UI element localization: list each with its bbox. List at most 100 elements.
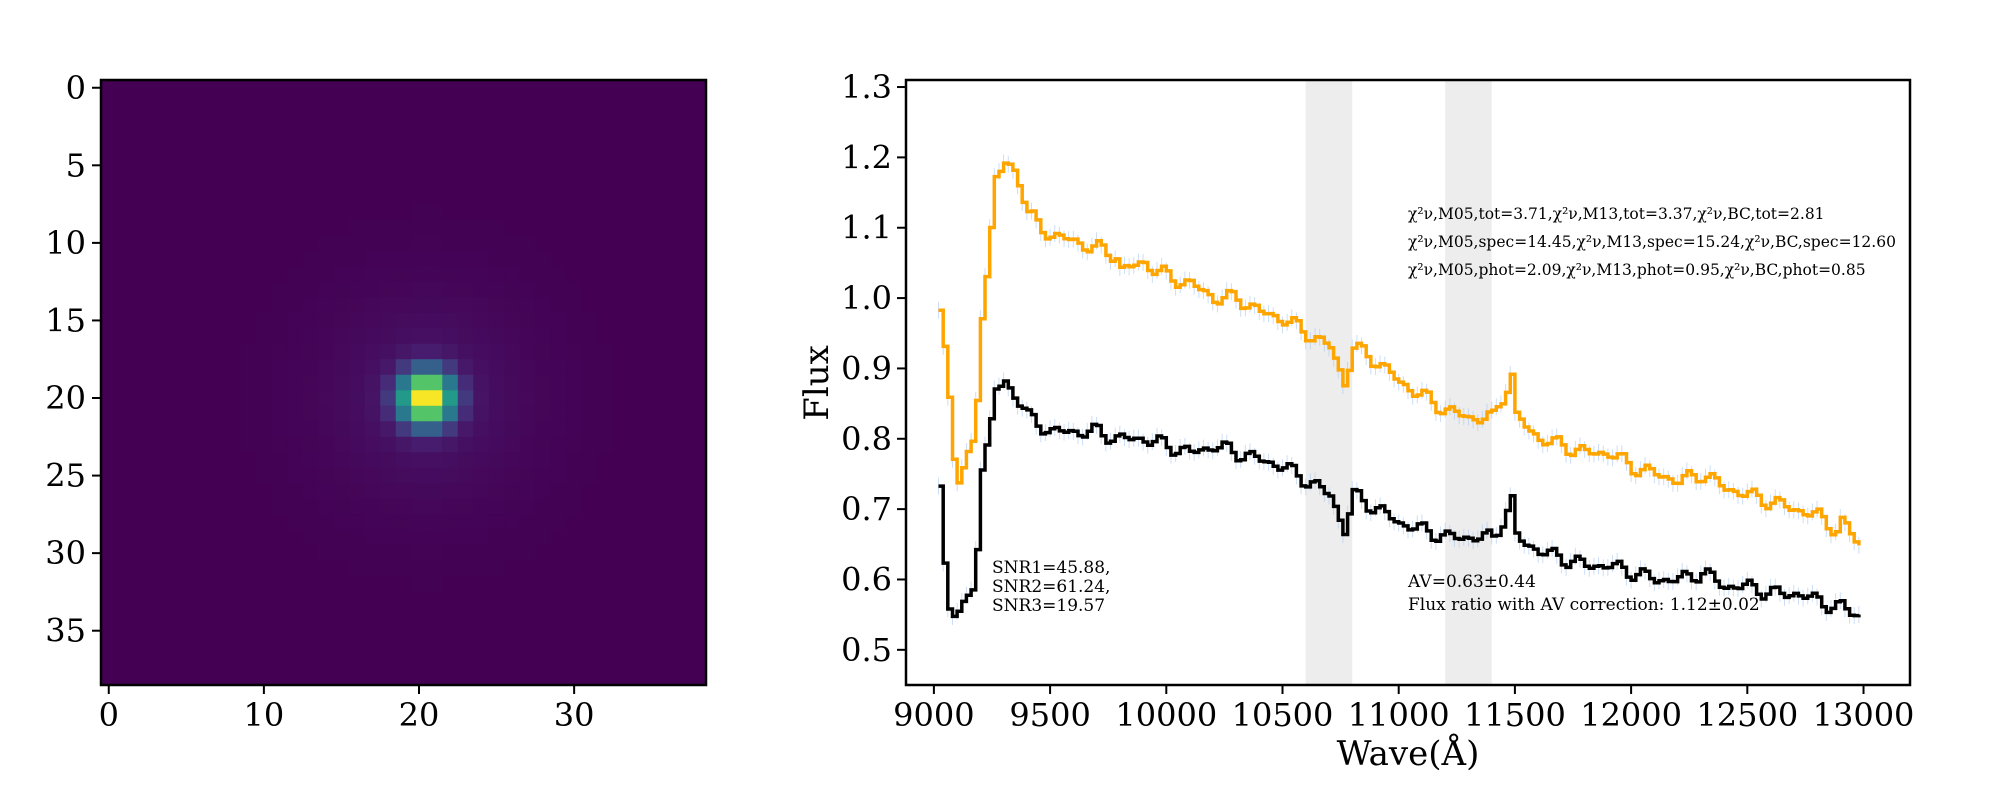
pixel bbox=[426, 343, 443, 360]
pixel bbox=[628, 638, 645, 655]
pixel bbox=[364, 343, 381, 360]
pixel bbox=[674, 545, 692, 562]
pixel bbox=[674, 669, 692, 686]
pixel bbox=[349, 219, 366, 236]
pixel bbox=[395, 560, 412, 578]
pixel bbox=[628, 111, 645, 128]
pixel bbox=[240, 607, 257, 624]
pixel bbox=[271, 514, 288, 531]
pixel bbox=[411, 266, 428, 283]
x-tick-label: 12000 bbox=[1580, 696, 1682, 734]
pixel bbox=[101, 545, 118, 562]
pixel bbox=[457, 328, 474, 345]
pixel bbox=[535, 80, 552, 97]
pixel bbox=[411, 421, 428, 438]
pixel bbox=[426, 669, 443, 686]
pixel bbox=[612, 560, 630, 578]
pixel bbox=[318, 529, 335, 546]
pixel bbox=[504, 297, 521, 314]
pixel bbox=[488, 188, 505, 205]
pixel bbox=[302, 591, 319, 609]
pixel bbox=[101, 142, 118, 159]
pixel bbox=[426, 80, 443, 97]
pixel bbox=[581, 142, 599, 159]
pixel bbox=[240, 328, 257, 345]
pixel bbox=[240, 281, 257, 298]
pixel bbox=[380, 638, 397, 655]
pixel bbox=[550, 297, 567, 314]
pixel bbox=[674, 142, 692, 159]
spectrum-x-ticks: 9000 9500 10000 10500 11000 11500 12000 12500 13… bbox=[893, 685, 1914, 734]
pixel bbox=[674, 95, 692, 112]
pixel bbox=[194, 405, 211, 422]
pixel bbox=[349, 374, 366, 391]
pixel bbox=[612, 452, 630, 469]
pixel bbox=[659, 421, 676, 438]
pixel bbox=[473, 328, 490, 345]
pixel bbox=[519, 591, 536, 609]
pixel bbox=[519, 390, 536, 407]
pixel bbox=[240, 374, 257, 391]
pixel bbox=[426, 638, 443, 655]
pixel bbox=[349, 173, 366, 190]
pixel bbox=[132, 374, 149, 391]
pixel bbox=[240, 514, 257, 531]
pixel bbox=[178, 483, 195, 500]
pixel bbox=[163, 281, 180, 298]
pixel bbox=[132, 591, 149, 609]
pixel bbox=[225, 374, 242, 391]
pixel bbox=[132, 95, 149, 112]
pixel bbox=[612, 235, 630, 252]
pixel bbox=[473, 281, 490, 298]
pixel bbox=[659, 359, 676, 376]
spectrum-frame bbox=[904, 78, 1912, 687]
pixel bbox=[380, 653, 397, 671]
pixel bbox=[178, 235, 195, 252]
pixel bbox=[271, 235, 288, 252]
pixel bbox=[566, 498, 583, 515]
pixel bbox=[504, 374, 521, 391]
pixel bbox=[271, 142, 288, 159]
pixel bbox=[116, 514, 133, 531]
pixel bbox=[194, 173, 211, 190]
pixel bbox=[566, 80, 583, 97]
pixel bbox=[132, 607, 149, 624]
pixel bbox=[690, 204, 707, 221]
pixel bbox=[349, 250, 366, 267]
pixel bbox=[659, 204, 676, 221]
pixel bbox=[302, 235, 319, 252]
pixel bbox=[597, 638, 614, 655]
pixel bbox=[225, 343, 242, 360]
pixel bbox=[473, 111, 490, 128]
pixel bbox=[194, 390, 211, 407]
pixel bbox=[442, 467, 459, 484]
pixel bbox=[302, 297, 319, 314]
pixel bbox=[256, 653, 273, 671]
pixel bbox=[457, 266, 474, 283]
pixel bbox=[132, 80, 149, 97]
pixel bbox=[256, 219, 273, 236]
pixel bbox=[566, 390, 583, 407]
pixel bbox=[380, 560, 397, 578]
pixel bbox=[364, 638, 381, 655]
pixel bbox=[194, 328, 211, 345]
pixel bbox=[302, 343, 319, 360]
pixel bbox=[178, 467, 195, 484]
pixel bbox=[659, 281, 676, 298]
pixel bbox=[101, 219, 118, 236]
pixel bbox=[473, 607, 490, 624]
pixel bbox=[147, 576, 164, 593]
pixel bbox=[349, 266, 366, 283]
pixel bbox=[519, 142, 536, 159]
pixel bbox=[411, 219, 428, 236]
pixel bbox=[318, 80, 335, 97]
pixel bbox=[597, 545, 614, 562]
pixel bbox=[116, 142, 133, 159]
pixel bbox=[101, 529, 118, 546]
pixel bbox=[411, 483, 428, 500]
pixel bbox=[163, 374, 180, 391]
pixel bbox=[674, 452, 692, 469]
pixel bbox=[426, 126, 443, 143]
pixel bbox=[256, 266, 273, 283]
pixel bbox=[132, 204, 149, 221]
